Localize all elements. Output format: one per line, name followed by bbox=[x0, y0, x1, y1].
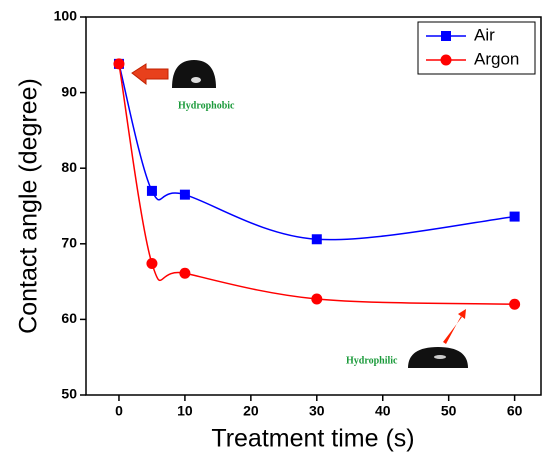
y-tick-label: 90 bbox=[61, 83, 77, 99]
x-tick-label: 10 bbox=[177, 403, 193, 419]
x-tick-label: 60 bbox=[507, 403, 523, 419]
y-tick-label: 50 bbox=[61, 386, 77, 402]
point bbox=[146, 257, 158, 269]
point bbox=[509, 298, 521, 310]
y-axis-title: Contact angle (degree) bbox=[15, 78, 43, 334]
point bbox=[179, 267, 191, 279]
y-tick-label: 80 bbox=[61, 159, 77, 175]
x-axis-title: Treatment time (s) bbox=[211, 425, 414, 453]
x-tick-label: 50 bbox=[441, 403, 457, 419]
x-tick-label: 20 bbox=[243, 403, 259, 419]
x-tick-label: 30 bbox=[309, 403, 325, 419]
annotation: Hydrophobic bbox=[178, 100, 235, 111]
droplet-highlight bbox=[191, 77, 201, 83]
x-tick-label: 40 bbox=[375, 403, 391, 419]
plot-frame bbox=[85, 16, 542, 396]
point bbox=[179, 189, 190, 200]
droplet-hydrophobic bbox=[172, 60, 216, 88]
legend-marker bbox=[440, 54, 452, 66]
y-tick-label: 100 bbox=[54, 8, 78, 24]
point bbox=[509, 211, 520, 222]
legend-marker bbox=[441, 31, 451, 41]
legend-box bbox=[417, 21, 536, 75]
fit-line bbox=[118, 63, 515, 241]
legend-label: Air bbox=[474, 25, 495, 44]
droplet-highlight bbox=[434, 355, 446, 359]
point bbox=[146, 185, 157, 196]
y-tick-label: 70 bbox=[61, 235, 77, 251]
y-tick-label: 60 bbox=[61, 310, 77, 326]
legend-label: Argon bbox=[474, 49, 519, 68]
x-tick-label: 0 bbox=[115, 403, 123, 419]
arrow bbox=[443, 309, 466, 344]
annotation: Hydrophilic bbox=[346, 355, 398, 366]
arrow bbox=[131, 63, 169, 86]
point bbox=[311, 293, 323, 305]
point bbox=[311, 234, 322, 245]
point bbox=[113, 58, 125, 70]
